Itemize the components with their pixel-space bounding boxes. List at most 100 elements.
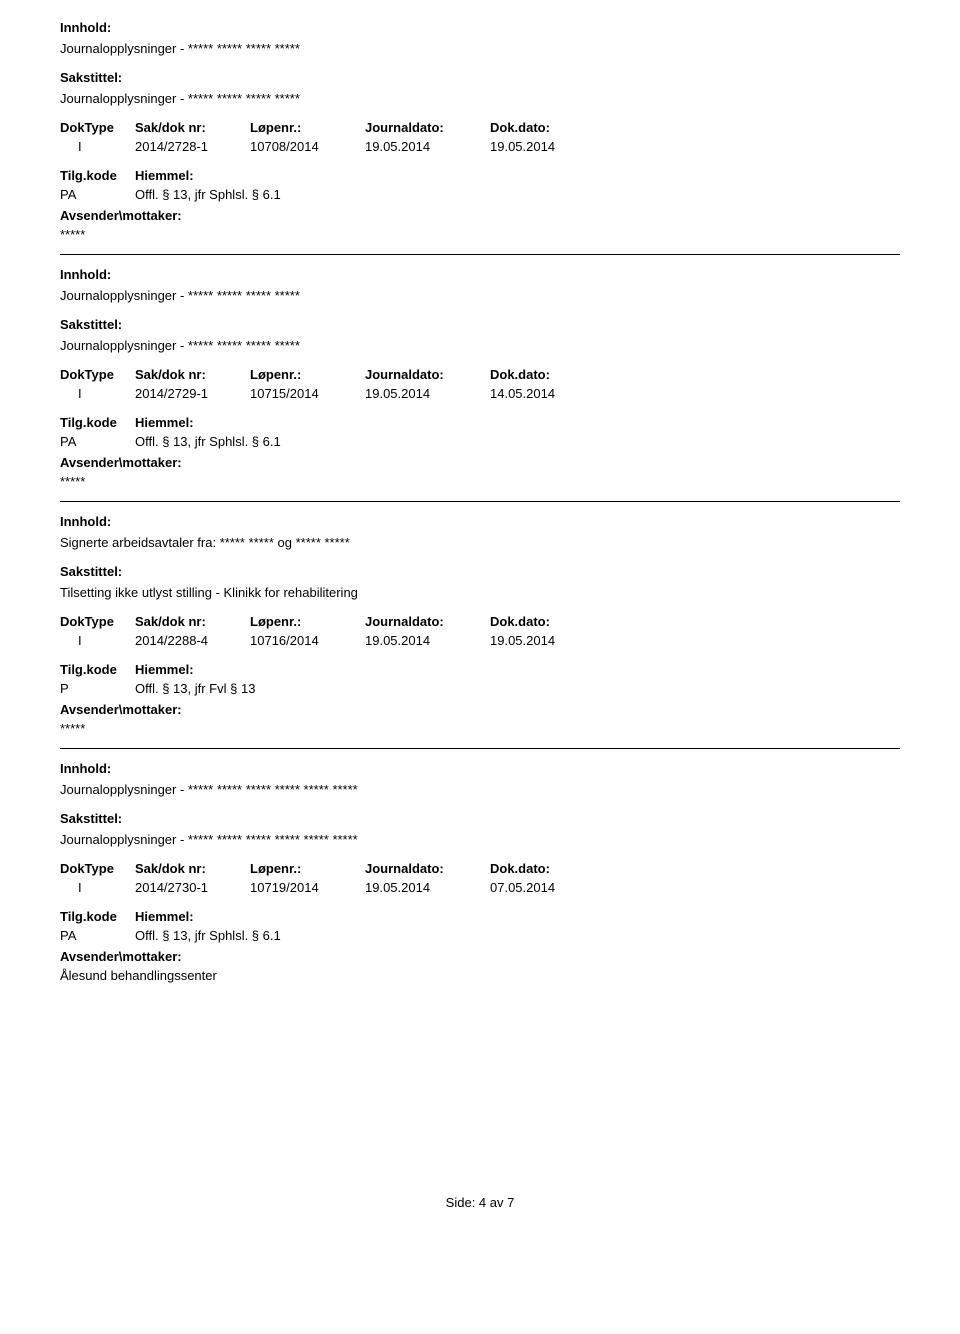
tilgkode-value: PA bbox=[60, 187, 135, 202]
innhold-value: Journalopplysninger - ***** ***** ***** … bbox=[60, 782, 900, 797]
saknr-value: 2014/2288-4 bbox=[135, 633, 250, 648]
innhold-value: Journalopplysninger - ***** ***** ***** … bbox=[60, 288, 900, 303]
tilgkode-header: Tilg.kode bbox=[60, 662, 135, 677]
doktype-header: DokType bbox=[60, 861, 135, 876]
avsender-label: Avsender\mottaker: bbox=[60, 702, 900, 717]
lopenr-value: 10719/2014 bbox=[250, 880, 365, 895]
innhold-label: Innhold: bbox=[60, 267, 900, 282]
tilg-header-row: Tilg.kode Hiemmel: bbox=[60, 909, 900, 924]
innhold-value: Signerte arbeidsavtaler fra: ***** *****… bbox=[60, 535, 900, 550]
lopenr-header: Løpenr.: bbox=[250, 861, 365, 876]
dokdato-value: 19.05.2014 bbox=[490, 139, 605, 154]
journaldato-value: 19.05.2014 bbox=[365, 139, 490, 154]
hiemmel-value: Offl. § 13, jfr Sphlsl. § 6.1 bbox=[135, 928, 281, 943]
sakstittel-value: Tilsetting ikke utlyst stilling - Klinik… bbox=[60, 585, 900, 600]
tilg-header-row: Tilg.kode Hiemmel: bbox=[60, 662, 900, 677]
tilgkode-value: PA bbox=[60, 434, 135, 449]
tilg-data-row: PA Offl. § 13, jfr Sphlsl. § 6.1 bbox=[60, 928, 900, 943]
doktype-value: I bbox=[60, 633, 135, 648]
dokdato-value: 07.05.2014 bbox=[490, 880, 605, 895]
doktype-value: I bbox=[60, 139, 135, 154]
hiemmel-header: Hiemmel: bbox=[135, 415, 194, 430]
doktype-value: I bbox=[60, 880, 135, 895]
table-header-row: DokType Sak/dok nr: Løpenr.: Journaldato… bbox=[60, 120, 900, 135]
saknr-value: 2014/2730-1 bbox=[135, 880, 250, 895]
page-footer: Side: 4 av 7 bbox=[60, 1195, 900, 1210]
sakstittel-value: Journalopplysninger - ***** ***** ***** … bbox=[60, 338, 900, 353]
innhold-label: Innhold: bbox=[60, 20, 900, 35]
saknr-header: Sak/dok nr: bbox=[135, 120, 250, 135]
journaldato-header: Journaldato: bbox=[365, 861, 490, 876]
doktype-value: I bbox=[60, 386, 135, 401]
lopenr-header: Løpenr.: bbox=[250, 367, 365, 382]
doktype-header: DokType bbox=[60, 367, 135, 382]
avsender-value: ***** bbox=[60, 721, 900, 736]
table-header-row: DokType Sak/dok nr: Løpenr.: Journaldato… bbox=[60, 367, 900, 382]
sakstittel-value: Journalopplysninger - ***** ***** ***** … bbox=[60, 832, 900, 847]
table-data-row: I 2014/2730-1 10719/2014 19.05.2014 07.0… bbox=[60, 880, 900, 895]
avsender-value: ***** bbox=[60, 227, 900, 242]
saknr-header: Sak/dok nr: bbox=[135, 614, 250, 629]
journaldato-header: Journaldato: bbox=[365, 367, 490, 382]
dokdato-header: Dok.dato: bbox=[490, 367, 605, 382]
tilg-header-row: Tilg.kode Hiemmel: bbox=[60, 415, 900, 430]
avsender-label: Avsender\mottaker: bbox=[60, 949, 900, 964]
doktype-header: DokType bbox=[60, 120, 135, 135]
tilg-data-row: P Offl. § 13, jfr Fvl § 13 bbox=[60, 681, 900, 696]
table-data-row: I 2014/2288-4 10716/2014 19.05.2014 19.0… bbox=[60, 633, 900, 648]
tilg-data-row: PA Offl. § 13, jfr Sphlsl. § 6.1 bbox=[60, 434, 900, 449]
table-header-row: DokType Sak/dok nr: Løpenr.: Journaldato… bbox=[60, 614, 900, 629]
saknr-value: 2014/2728-1 bbox=[135, 139, 250, 154]
saknr-header: Sak/dok nr: bbox=[135, 861, 250, 876]
avsender-value: ***** bbox=[60, 474, 900, 489]
journaldato-value: 19.05.2014 bbox=[365, 386, 490, 401]
lopenr-value: 10716/2014 bbox=[250, 633, 365, 648]
saknr-header: Sak/dok nr: bbox=[135, 367, 250, 382]
tilgkode-header: Tilg.kode bbox=[60, 415, 135, 430]
innhold-label: Innhold: bbox=[60, 514, 900, 529]
table-data-row: I 2014/2728-1 10708/2014 19.05.2014 19.0… bbox=[60, 139, 900, 154]
tilgkode-header: Tilg.kode bbox=[60, 168, 135, 183]
hiemmel-header: Hiemmel: bbox=[135, 662, 194, 677]
sakstittel-label: Sakstittel: bbox=[60, 317, 900, 332]
sakstittel-label: Sakstittel: bbox=[60, 70, 900, 85]
journal-entry: Innhold: Journalopplysninger - ***** ***… bbox=[60, 267, 900, 502]
hiemmel-value: Offl. § 13, jfr Sphlsl. § 6.1 bbox=[135, 434, 281, 449]
tilgkode-value: PA bbox=[60, 928, 135, 943]
journal-entry: Innhold: Journalopplysninger - ***** ***… bbox=[60, 20, 900, 255]
table-header-row: DokType Sak/dok nr: Løpenr.: Journaldato… bbox=[60, 861, 900, 876]
lopenr-value: 10708/2014 bbox=[250, 139, 365, 154]
dokdato-value: 19.05.2014 bbox=[490, 633, 605, 648]
journal-entry: Innhold: Signerte arbeidsavtaler fra: **… bbox=[60, 514, 900, 749]
sakstittel-value: Journalopplysninger - ***** ***** ***** … bbox=[60, 91, 900, 106]
innhold-value: Journalopplysninger - ***** ***** ***** … bbox=[60, 41, 900, 56]
avsender-label: Avsender\mottaker: bbox=[60, 455, 900, 470]
hiemmel-value: Offl. § 13, jfr Sphlsl. § 6.1 bbox=[135, 187, 281, 202]
journal-entry: Innhold: Journalopplysninger - ***** ***… bbox=[60, 761, 900, 995]
journaldato-value: 19.05.2014 bbox=[365, 633, 490, 648]
journaldato-header: Journaldato: bbox=[365, 614, 490, 629]
lopenr-header: Løpenr.: bbox=[250, 614, 365, 629]
journaldato-value: 19.05.2014 bbox=[365, 880, 490, 895]
sakstittel-label: Sakstittel: bbox=[60, 564, 900, 579]
table-data-row: I 2014/2729-1 10715/2014 19.05.2014 14.0… bbox=[60, 386, 900, 401]
journaldato-header: Journaldato: bbox=[365, 120, 490, 135]
hiemmel-header: Hiemmel: bbox=[135, 909, 194, 924]
lopenr-value: 10715/2014 bbox=[250, 386, 365, 401]
doktype-header: DokType bbox=[60, 614, 135, 629]
dokdato-value: 14.05.2014 bbox=[490, 386, 605, 401]
innhold-label: Innhold: bbox=[60, 761, 900, 776]
tilg-header-row: Tilg.kode Hiemmel: bbox=[60, 168, 900, 183]
tilgkode-header: Tilg.kode bbox=[60, 909, 135, 924]
tilg-data-row: PA Offl. § 13, jfr Sphlsl. § 6.1 bbox=[60, 187, 900, 202]
sakstittel-label: Sakstittel: bbox=[60, 811, 900, 826]
lopenr-header: Løpenr.: bbox=[250, 120, 365, 135]
hiemmel-value: Offl. § 13, jfr Fvl § 13 bbox=[135, 681, 255, 696]
tilgkode-value: P bbox=[60, 681, 135, 696]
saknr-value: 2014/2729-1 bbox=[135, 386, 250, 401]
hiemmel-header: Hiemmel: bbox=[135, 168, 194, 183]
dokdato-header: Dok.dato: bbox=[490, 614, 605, 629]
dokdato-header: Dok.dato: bbox=[490, 120, 605, 135]
avsender-label: Avsender\mottaker: bbox=[60, 208, 900, 223]
dokdato-header: Dok.dato: bbox=[490, 861, 605, 876]
